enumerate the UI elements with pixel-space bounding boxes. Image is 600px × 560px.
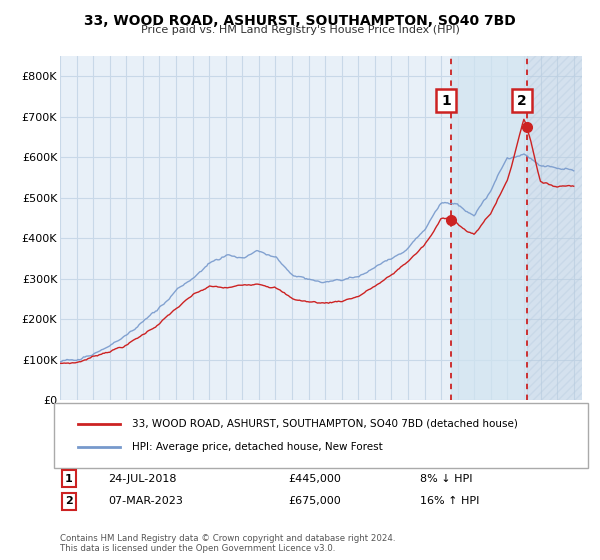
Text: £445,000: £445,000 bbox=[288, 474, 341, 484]
Text: 8% ↓ HPI: 8% ↓ HPI bbox=[420, 474, 473, 484]
Text: £675,000: £675,000 bbox=[288, 496, 341, 506]
Text: 2: 2 bbox=[517, 94, 527, 108]
Text: 33, WOOD ROAD, ASHURST, SOUTHAMPTON, SO40 7BD (detached house): 33, WOOD ROAD, ASHURST, SOUTHAMPTON, SO4… bbox=[132, 419, 518, 429]
Text: HPI: Average price, detached house, New Forest: HPI: Average price, detached house, New … bbox=[132, 442, 383, 452]
Text: 24-JUL-2018: 24-JUL-2018 bbox=[108, 474, 176, 484]
Text: Contains HM Land Registry data © Crown copyright and database right 2024.
This d: Contains HM Land Registry data © Crown c… bbox=[60, 534, 395, 553]
Bar bbox=[527, 56, 582, 400]
Text: 07-MAR-2023: 07-MAR-2023 bbox=[108, 496, 183, 506]
Text: Price paid vs. HM Land Registry's House Price Index (HPI): Price paid vs. HM Land Registry's House … bbox=[140, 25, 460, 35]
Text: 16% ↑ HPI: 16% ↑ HPI bbox=[420, 496, 479, 506]
Bar bbox=[451, 56, 527, 400]
Text: 1: 1 bbox=[441, 94, 451, 108]
Text: 33, WOOD ROAD, ASHURST, SOUTHAMPTON, SO40 7BD: 33, WOOD ROAD, ASHURST, SOUTHAMPTON, SO4… bbox=[84, 14, 516, 28]
Text: 1: 1 bbox=[65, 474, 73, 484]
Text: 2: 2 bbox=[65, 496, 73, 506]
